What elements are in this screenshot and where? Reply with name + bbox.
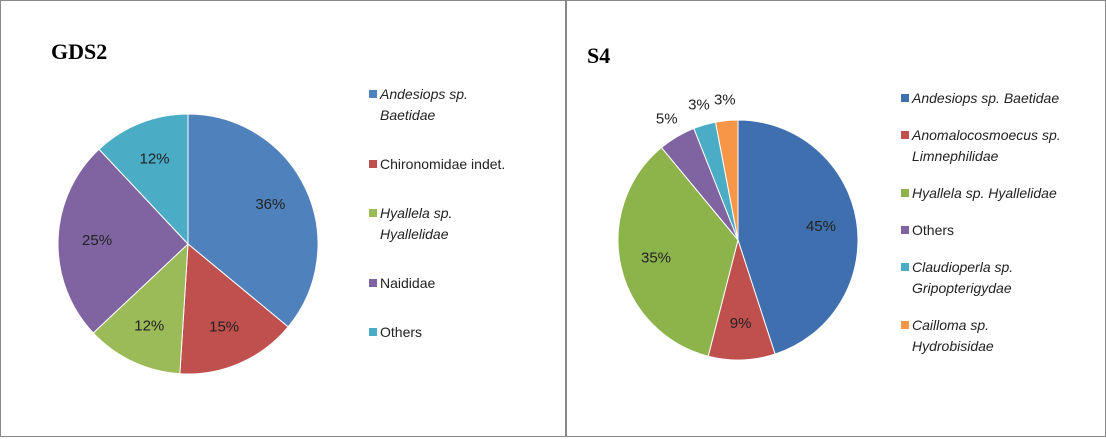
legend: Andesiops sp. Baetidae Chironomidae indet…	[369, 84, 509, 343]
data-label: 3%	[688, 97, 710, 114]
legend-swatch	[901, 189, 909, 197]
legend-item: Andesiops sp. Baetidae	[369, 84, 509, 126]
legend-swatch	[901, 131, 909, 139]
legend-item: Anomalocosmoecus sp. Limnephilidae	[901, 125, 1069, 167]
chart-panel: 36% 15% 12% 25% 12% GDS2 Andesiops sp. Baetida…	[0, 0, 566, 437]
legend-swatch	[369, 279, 377, 287]
data-label: 36%	[255, 196, 285, 213]
legend-label: Claudioperla sp. Gripopterigydae	[912, 259, 1014, 296]
legend-item: Claudioperla sp. Gripopterigydae	[901, 257, 1069, 299]
legend-item: Cailloma sp. Hydrobisidae	[901, 315, 1069, 357]
legend-label: Others	[380, 324, 423, 340]
chart-panel: 45% 9% 35% 5% 3% 3% S4 Andesiops sp. Baetidae An…	[566, 0, 1106, 437]
legend-item: Hyallela sp. Hyallelidae	[369, 203, 509, 245]
pie-slice	[187, 113, 319, 328]
legend-swatch	[369, 209, 377, 217]
pie-chart: 45% 9% 35% 5% 3% 3%	[617, 92, 859, 361]
pie-slice	[714, 119, 739, 241]
legend-item: Hyallela sp. Hyallelidae	[901, 183, 1069, 204]
data-label: 25%	[82, 232, 112, 249]
legend: Andesiops sp. Baetidae Anomalocosmoecus s…	[901, 88, 1069, 357]
data-label: 45%	[806, 218, 836, 235]
chart-title: S4	[587, 43, 611, 68]
pie-chart: 36% 15% 12% 25% 12%	[57, 113, 319, 375]
legend-item: Others	[369, 322, 509, 343]
legend-item: Andesiops sp. Baetidae	[901, 88, 1069, 109]
data-label: 12%	[134, 317, 164, 334]
legend-label: Hyallela sp. Hyallelidae	[380, 205, 453, 242]
legend-swatch	[901, 263, 909, 271]
legend-swatch	[369, 328, 377, 336]
data-label: 15%	[209, 318, 239, 335]
legend-item: Others	[901, 220, 1069, 241]
legend-swatch	[369, 160, 377, 168]
pie-slice	[179, 242, 289, 375]
legend-label: Andesiops sp. Baetidae	[912, 90, 1060, 106]
legend-swatch	[369, 90, 377, 98]
pie-slice	[617, 146, 739, 357]
data-label: 5%	[656, 110, 678, 127]
legend-item: Chironomidae indet.	[369, 154, 509, 175]
pie-slice	[98, 113, 189, 246]
chart-title: GDS2	[51, 39, 108, 64]
legend-swatch	[901, 226, 909, 234]
data-label: 12%	[139, 150, 169, 167]
pie-slice	[737, 119, 859, 355]
data-label: 9%	[730, 315, 752, 332]
pie-slice	[92, 242, 189, 375]
pie-slice	[57, 148, 189, 334]
data-label: 3%	[714, 92, 736, 109]
legend-label: Others	[912, 222, 955, 238]
legend-swatch	[901, 94, 909, 102]
legend-item: Naididae	[369, 273, 509, 294]
legend-label: Hyallela sp. Hyallelidae	[912, 185, 1057, 201]
legend-label: Naididae	[380, 275, 436, 291]
legend-label: Andesiops sp. Baetidae	[380, 86, 468, 123]
legend-label: Chironomidae indet.	[380, 156, 506, 172]
legend-label: Cailloma sp. Hydrobisidae	[912, 317, 994, 354]
legend-label: Anomalocosmoecus sp. Limnephilidae	[912, 127, 1061, 164]
data-label: 35%	[641, 249, 671, 266]
legend-swatch	[901, 321, 909, 329]
